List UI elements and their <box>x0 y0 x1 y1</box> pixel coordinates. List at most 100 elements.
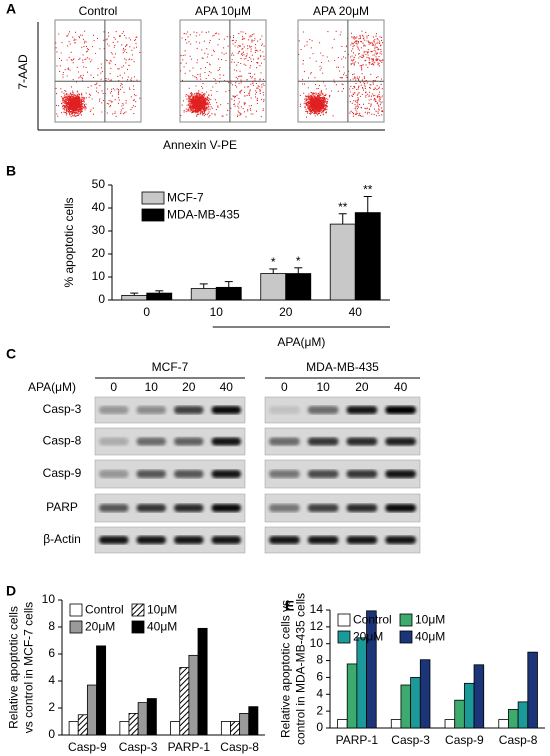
blot-band <box>269 437 300 446</box>
x-tick-label: PARP-1 <box>168 740 211 754</box>
x-axis-label: Annexin V-PE <box>163 138 237 152</box>
blot-band <box>346 536 378 544</box>
y-tick-label: 4 <box>316 686 323 700</box>
blot-band <box>346 406 378 414</box>
legend-swatch <box>141 208 165 222</box>
blot-band <box>385 406 416 414</box>
lane-label: 10 <box>145 380 159 394</box>
legend-label: 10μM <box>415 613 445 627</box>
bar <box>215 286 242 301</box>
bar <box>366 610 377 729</box>
x-tick-label: 40 <box>349 305 363 319</box>
lane-label: 0 <box>281 380 288 394</box>
bar <box>77 714 88 736</box>
bar <box>96 645 107 736</box>
y-tick-label: 0 <box>48 727 55 741</box>
legend-swatch <box>399 613 413 627</box>
blot-band <box>136 536 166 544</box>
blot-band <box>307 470 339 478</box>
x-tick-label: 0 <box>143 305 150 319</box>
x-tick-label: Casp-3 <box>119 740 158 754</box>
blot-band <box>136 406 166 414</box>
blot-band <box>346 470 378 478</box>
blot-band <box>307 406 339 414</box>
y-tick-label: 0 <box>98 292 105 306</box>
blot-band <box>99 470 129 478</box>
bar <box>463 682 475 729</box>
bar <box>473 664 485 729</box>
legend-label: 10μM <box>147 603 177 617</box>
x-tick-label: Casp-8 <box>220 740 259 754</box>
bar <box>260 273 287 301</box>
bar <box>121 294 148 301</box>
plot-title: Control <box>79 4 118 18</box>
blot-band <box>385 536 416 544</box>
significance: * <box>271 255 276 269</box>
significance: ** <box>338 200 348 214</box>
panel-label: C <box>6 346 16 362</box>
bar <box>86 684 97 736</box>
blot-band <box>136 504 166 512</box>
legend-swatch <box>337 630 351 644</box>
blot-band <box>307 437 339 446</box>
y-tick-label: 50 <box>92 177 106 191</box>
row-label: β-Actin <box>43 532 81 546</box>
legend-label: 20μM <box>353 630 383 644</box>
y-tick-label: 6 <box>316 670 323 684</box>
row-label: Casp-3 <box>43 402 82 416</box>
plot-title: APA 10μM <box>195 4 251 18</box>
bar <box>197 627 208 736</box>
lane-label: 10 <box>316 380 330 394</box>
bar <box>517 701 529 729</box>
blot-band <box>307 504 339 512</box>
blot-band <box>385 504 416 512</box>
blot-band <box>346 504 378 512</box>
group-label: MDA-MB-435 <box>306 360 379 374</box>
bar <box>220 721 231 736</box>
blot-band <box>99 437 129 446</box>
bar <box>170 721 181 736</box>
blot-band <box>385 437 416 446</box>
blot-band <box>307 536 339 544</box>
y-tick-label: 2 <box>48 700 55 714</box>
x-tick-label: 20 <box>279 305 293 319</box>
bar <box>239 713 250 736</box>
y-tick-label: 8 <box>48 619 55 633</box>
flow-dots <box>55 30 141 118</box>
bar <box>248 706 259 736</box>
y-axis-label: Relative apoptotic cells vs <box>279 600 293 738</box>
row-label: Casp-8 <box>43 434 82 448</box>
y-tick-label: 20 <box>92 246 106 260</box>
legend-swatch <box>131 603 145 617</box>
bar <box>190 288 217 301</box>
blot-band <box>346 437 378 446</box>
lane-label: 20 <box>182 380 196 394</box>
y-tick-label: 6 <box>48 646 55 660</box>
bar <box>146 292 173 301</box>
x-tick-label: Casp-9 <box>445 733 484 747</box>
blot-band <box>136 437 166 446</box>
legend-label: MDA-MB-435 <box>167 208 240 222</box>
bar <box>337 719 348 729</box>
blot-band <box>174 470 204 478</box>
panel-label: A <box>6 1 16 17</box>
lane-label: 40 <box>394 380 408 394</box>
x-tick-label: Casp-3 <box>391 733 430 747</box>
bar <box>508 709 519 729</box>
bar <box>230 721 241 736</box>
x-tick-label: 10 <box>210 305 224 319</box>
bar <box>354 212 381 301</box>
lane-label: 0 <box>110 380 117 394</box>
blot-band <box>174 536 204 544</box>
y-tick-label: 8 <box>316 653 323 667</box>
blot-band <box>174 504 204 512</box>
legend-swatch <box>69 620 83 634</box>
blot-band <box>385 470 416 478</box>
y-tick-label: 2 <box>316 703 323 717</box>
x-axis-label: APA(μM) <box>277 335 325 349</box>
bar <box>285 273 312 301</box>
bar <box>119 721 130 736</box>
blot-band <box>211 437 241 446</box>
group-label: MCF-7 <box>152 360 189 374</box>
